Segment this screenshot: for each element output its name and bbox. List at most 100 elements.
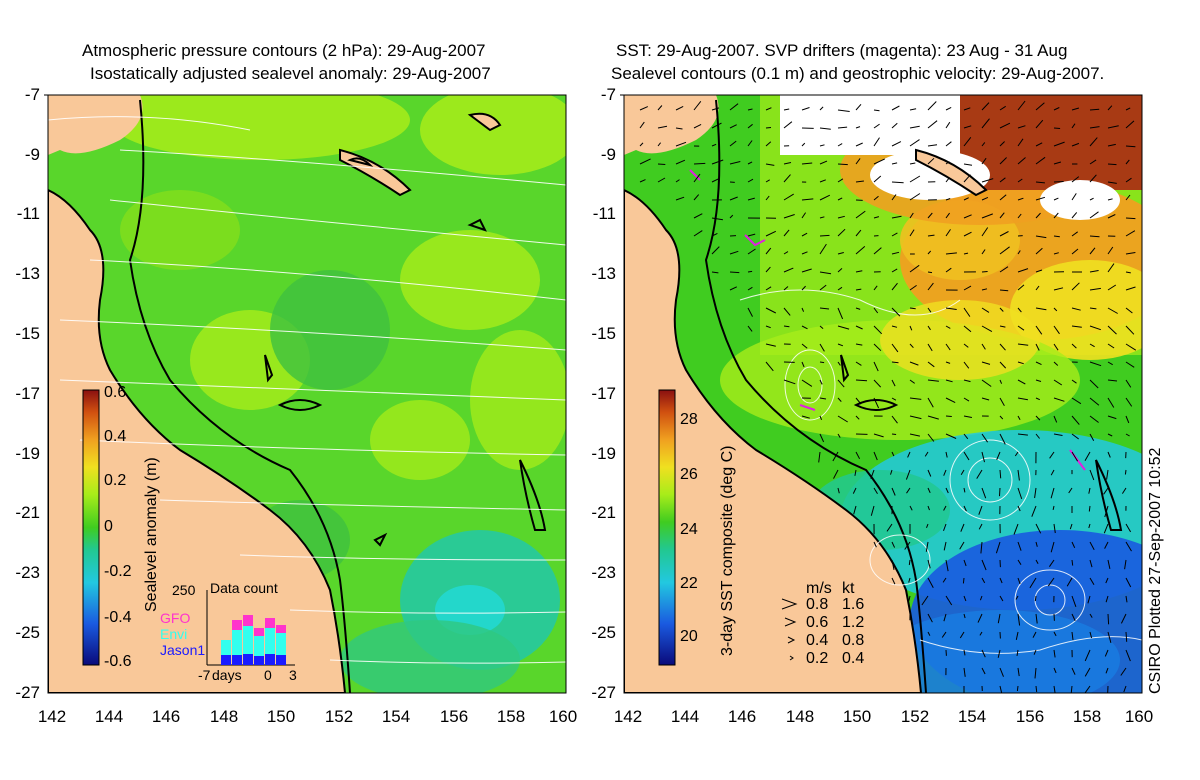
velocity-arrow [852, 487, 857, 494]
velocity-key-arrows [781, 598, 798, 661]
velocity-arrow [1053, 325, 1060, 335]
velocity-arrow [909, 284, 917, 291]
velocity-arrow [1048, 559, 1055, 567]
velocity-arrow [1017, 268, 1029, 273]
velocity-arrow [909, 505, 913, 511]
velocity-arrow [1016, 685, 1019, 692]
velocity-arrow [1125, 523, 1132, 533]
velocity-arrow [1089, 631, 1093, 639]
right-title-line1: SST: 29-Aug-2007. SVP drifters (magenta)… [616, 41, 1068, 60]
velocity-arrow [818, 451, 821, 463]
velocity-arrow [675, 141, 687, 147]
velocity-arrow [819, 271, 832, 275]
velocity-arrow [801, 268, 812, 273]
right-cb-tick: 24 [680, 521, 698, 538]
lat-tick: -17 [15, 384, 40, 403]
velocity-arrow [873, 487, 878, 494]
velocity-arrow [963, 649, 966, 656]
right-colorbar [658, 389, 676, 666]
velocity-arrow [909, 125, 920, 129]
velocity-arrow [1089, 415, 1099, 423]
velocity-arrow [837, 163, 848, 166]
velocity-arrow [997, 649, 1001, 658]
velocity-arrow [747, 325, 753, 332]
left-colorbar-label: Sealevel anomaly (m) [143, 457, 160, 612]
velocity-arrow [891, 194, 897, 201]
left-title-line1: Atmospheric pressure contours (2 hPa): 2… [82, 41, 486, 60]
velocity-arrow [999, 433, 1006, 445]
velocity-arrow [945, 595, 953, 606]
lon-tick: 152 [900, 707, 930, 726]
velocity-arrow [765, 325, 771, 329]
velocity-arrow [927, 577, 934, 588]
velocity-arrow [837, 215, 845, 219]
velocity-arrow [999, 231, 1009, 237]
velocity-arrow [855, 451, 861, 460]
lon-tick: 150 [266, 707, 296, 726]
velocity-arrow [1053, 287, 1064, 291]
velocity-arrow [855, 246, 866, 255]
velocity-arrow [891, 415, 898, 424]
velocity-arrow [1015, 595, 1019, 600]
velocity-arrow [1071, 142, 1080, 147]
velocity-arrow [657, 163, 666, 165]
velocity-arrow [855, 379, 868, 382]
left-cb-tick: 0.2 [104, 472, 127, 489]
velocity-arrow [891, 433, 897, 435]
velocity-arrow [1088, 487, 1091, 494]
velocity-arrow [927, 487, 931, 494]
velocity-arrow [1017, 577, 1021, 585]
velocity-arrow [1089, 287, 1101, 291]
velocity-arrow [927, 343, 933, 352]
lon-tick: 152 [324, 707, 354, 726]
velocity-arrow [1125, 120, 1135, 129]
velocity-arrow [963, 231, 972, 237]
velocity-arrow [1017, 100, 1026, 111]
velocity-arrow [747, 307, 753, 317]
velocity-arrow [1071, 343, 1077, 349]
velocity-arrow [1071, 193, 1077, 201]
velocity-arrow [1053, 252, 1059, 255]
velocity-arrow [999, 415, 1004, 420]
velocity-arrow [976, 469, 983, 479]
lat-tick: -27 [15, 683, 40, 702]
velocity-arrow [943, 541, 947, 551]
velocity-arrow [1050, 469, 1055, 476]
velocity-arrow [945, 141, 952, 147]
velocity-arrow [837, 252, 844, 255]
velocity-arrow [1053, 107, 1060, 111]
velocity-arrow [945, 433, 957, 439]
velocity-arrow [1053, 379, 1063, 386]
velocity-arrow [1017, 157, 1026, 165]
velocity-arrow [819, 160, 828, 165]
velocity-arrow [891, 397, 897, 401]
velocity-arrow [765, 127, 772, 129]
lon-tick: 156 [439, 707, 469, 726]
velocity-arrow [1104, 541, 1109, 549]
velocity-arrow [1069, 523, 1073, 530]
velocity-arrow [675, 179, 680, 183]
velocity-arrow [891, 251, 900, 255]
velocity-arrow [873, 361, 879, 372]
velocity-arrow [1017, 541, 1022, 551]
velocity-arrow [1089, 613, 1093, 618]
velocity-arrow [1034, 487, 1037, 499]
velocity-arrow [854, 469, 857, 476]
velocity-arrow [675, 127, 683, 130]
lat-tick: -15 [591, 324, 616, 343]
velocity-arrow [941, 631, 947, 638]
velocity-arrow [959, 631, 965, 639]
velocity-arrow [1071, 307, 1081, 311]
velocity-arrow [999, 595, 1004, 602]
velocity-arrow [1125, 230, 1136, 237]
velocity-arrow [927, 234, 935, 237]
velocity-arrow [1107, 397, 1115, 408]
lon-tick: 150 [842, 707, 872, 726]
velocity-arrow [963, 285, 972, 291]
velocity-arrow [1035, 397, 1041, 401]
velocity-arrow [729, 286, 738, 291]
inset-legend-gfo: GFO [160, 610, 191, 626]
velocity-arrow [891, 268, 898, 273]
velocity-key-ms: 0.2 [806, 650, 829, 667]
